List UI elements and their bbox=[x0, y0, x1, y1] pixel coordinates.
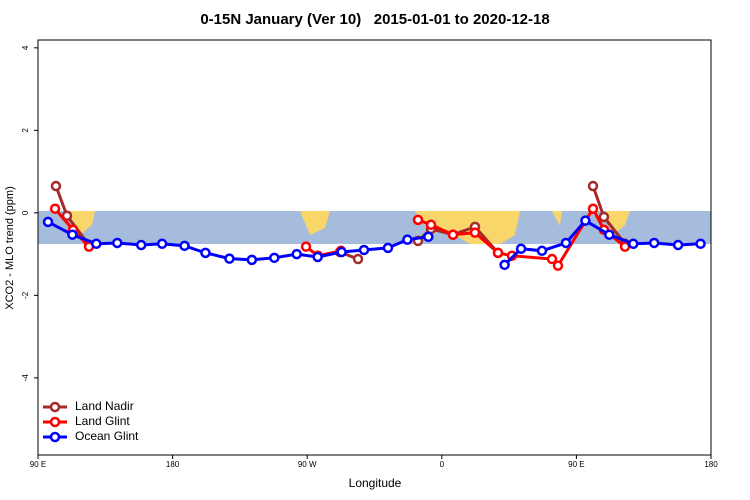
data-point bbox=[515, 243, 527, 254]
data-point bbox=[560, 237, 572, 249]
data-point bbox=[587, 203, 599, 214]
data-point bbox=[61, 210, 73, 221]
x-tick-label: 90 W bbox=[298, 460, 317, 469]
data-point bbox=[312, 251, 323, 263]
data-point bbox=[648, 237, 660, 249]
data-point bbox=[604, 229, 615, 240]
land bbox=[605, 211, 630, 236]
data-point bbox=[91, 238, 102, 250]
x-tick-label: 180 bbox=[166, 460, 180, 469]
plot-frame bbox=[37, 39, 712, 456]
land bbox=[300, 211, 330, 235]
data-point bbox=[291, 248, 302, 260]
y-tick-label: 0 bbox=[21, 210, 30, 215]
y-tick-label: 4 bbox=[21, 45, 30, 50]
data-point bbox=[425, 219, 437, 231]
data-point bbox=[598, 211, 610, 223]
data-point bbox=[382, 242, 394, 254]
chart-title: 0-15N January (Ver 10) 2015-01-01 to 202… bbox=[200, 11, 549, 28]
data-point bbox=[499, 259, 510, 271]
y-tick-label: -2 bbox=[21, 291, 30, 299]
data-point bbox=[447, 229, 459, 240]
data-point bbox=[67, 229, 78, 240]
x-axis-label: Longitude bbox=[349, 476, 402, 490]
data-point bbox=[492, 247, 504, 259]
data-point bbox=[552, 260, 564, 271]
land bbox=[552, 211, 562, 226]
data-point bbox=[300, 241, 312, 252]
data-point bbox=[352, 253, 364, 265]
data-point bbox=[269, 252, 280, 264]
data-point bbox=[135, 239, 147, 251]
data-point bbox=[179, 240, 190, 252]
land bbox=[415, 211, 520, 244]
data-point bbox=[49, 203, 61, 214]
data-point bbox=[42, 216, 54, 228]
data-point bbox=[200, 247, 211, 259]
legend-label: Land Nadir bbox=[75, 399, 134, 413]
data-point bbox=[50, 180, 62, 192]
data-point bbox=[156, 238, 168, 250]
x-tick-label: 90 E bbox=[568, 460, 584, 469]
data-point bbox=[358, 244, 370, 256]
data-point bbox=[580, 215, 591, 226]
data-point bbox=[546, 253, 558, 265]
legend-marker bbox=[49, 431, 61, 443]
legend-label: Ocean Glint bbox=[75, 429, 139, 443]
legend-marker bbox=[49, 401, 61, 413]
y-tick-label: -4 bbox=[21, 374, 30, 382]
data-point bbox=[619, 241, 631, 252]
data-point bbox=[587, 180, 599, 192]
legend-label: Land Glint bbox=[75, 414, 130, 428]
y-tick-label: 2 bbox=[21, 128, 30, 133]
data-point bbox=[402, 234, 413, 245]
data-point bbox=[423, 231, 434, 243]
data-point bbox=[536, 245, 548, 257]
data-point bbox=[627, 238, 639, 250]
legend-marker bbox=[49, 416, 61, 428]
data-point bbox=[224, 253, 235, 264]
data-point bbox=[469, 227, 481, 238]
x-tick-label: 180 bbox=[704, 460, 718, 469]
data-point bbox=[412, 214, 424, 226]
x-tick-label: 0 bbox=[440, 460, 445, 469]
data-point bbox=[672, 239, 684, 251]
data-point bbox=[336, 246, 347, 258]
x-tick-label: 90 E bbox=[30, 460, 46, 469]
y-axis-label: XCO2 - MLO trend (ppm) bbox=[4, 186, 16, 309]
data-point bbox=[695, 238, 706, 250]
data-point bbox=[246, 254, 258, 266]
data-point bbox=[112, 237, 123, 249]
